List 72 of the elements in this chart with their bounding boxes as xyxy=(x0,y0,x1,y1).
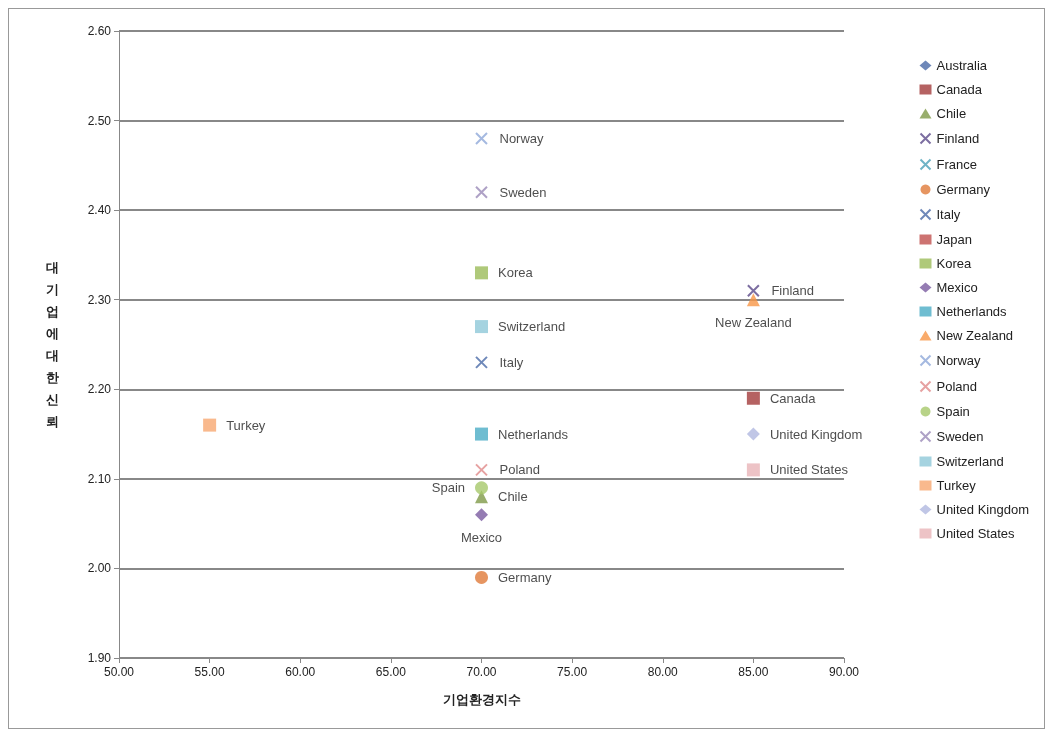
x-tick-label: 75.00 xyxy=(557,665,588,679)
point xyxy=(475,131,488,145)
y-tick-label: 2.00 xyxy=(87,561,112,576)
point xyxy=(475,508,488,522)
point xyxy=(203,418,217,432)
x-tick-label: 65.00 xyxy=(375,665,407,679)
legend-label: Australia xyxy=(936,58,988,73)
legend-label: Mexico xyxy=(936,280,978,295)
text: Norway xyxy=(499,130,544,146)
y-tick-label: 2.30 xyxy=(87,292,112,307)
x-tick-label: 90.00 xyxy=(828,665,860,679)
legend-label: Turkey xyxy=(936,478,977,493)
x-axis-title: 기업환경지수 xyxy=(442,691,521,707)
text: Finland xyxy=(771,283,815,299)
y-tick-label: 1.90 xyxy=(87,651,112,665)
legend-label: Switzerland xyxy=(936,454,1004,469)
y-tick-label: 2.20 xyxy=(87,382,112,397)
legend-label: Netherlands xyxy=(936,304,1008,319)
x-tick-label: 50.00 xyxy=(103,665,135,679)
point xyxy=(475,481,488,495)
y-tick-label: 2.60 xyxy=(87,24,112,38)
legend-label: United States xyxy=(936,526,1016,541)
point xyxy=(746,391,760,405)
text: Canada xyxy=(769,390,816,406)
legend-label: Japan xyxy=(936,232,972,247)
legend-label: Poland xyxy=(936,379,977,394)
x-tick-label: 80.00 xyxy=(647,665,679,679)
legend-label: Sweden xyxy=(936,429,984,444)
text: Switzerland xyxy=(498,319,566,335)
text: Turkey xyxy=(226,417,266,433)
legend-label: Italy xyxy=(936,207,961,222)
y-tick-label: 2.10 xyxy=(87,471,112,486)
x-tick-label: 55.00 xyxy=(194,665,225,679)
legend-label: Spain xyxy=(936,404,970,419)
text: Mexico xyxy=(460,530,503,546)
text: Poland xyxy=(499,462,540,478)
x-tick-label: 85.00 xyxy=(738,665,769,679)
text: Spain xyxy=(431,480,465,496)
legend-label: Germany xyxy=(936,182,991,197)
y-tick-label: 2.40 xyxy=(87,203,112,218)
point xyxy=(475,320,488,334)
x-tick-label: 70.00 xyxy=(466,665,497,679)
legend-label: Chile xyxy=(936,106,967,121)
text: United Kingdom xyxy=(769,426,863,442)
point xyxy=(746,463,760,477)
legend-label: New Zealand xyxy=(936,328,1014,343)
point xyxy=(746,284,760,298)
legend-label: Korea xyxy=(936,256,972,271)
legend-label: Finland xyxy=(936,131,980,146)
text: Netherlands xyxy=(498,426,569,442)
point xyxy=(475,185,488,199)
point xyxy=(746,293,760,307)
point xyxy=(475,355,488,369)
text: Germany xyxy=(498,569,552,585)
text: United States xyxy=(769,462,848,478)
x-tick-label: 60.00 xyxy=(285,665,316,679)
point xyxy=(746,427,760,441)
legend-label: Norway xyxy=(936,353,982,368)
text: Italy xyxy=(499,354,524,370)
point xyxy=(475,570,488,584)
point xyxy=(475,427,488,441)
y-axis-title: 대기업에대한신뢰 xyxy=(46,260,59,429)
y-tick-label: 2.50 xyxy=(87,113,112,128)
text: New Zealand xyxy=(715,315,792,331)
text: Korea xyxy=(498,265,533,281)
point xyxy=(475,463,488,477)
legend-label: Canada xyxy=(936,82,983,97)
text: Sweden xyxy=(499,184,547,200)
legend-label: United Kingdom xyxy=(936,502,1029,517)
text: Chile xyxy=(498,489,528,505)
point xyxy=(475,266,488,280)
legend-label: France xyxy=(936,157,977,172)
